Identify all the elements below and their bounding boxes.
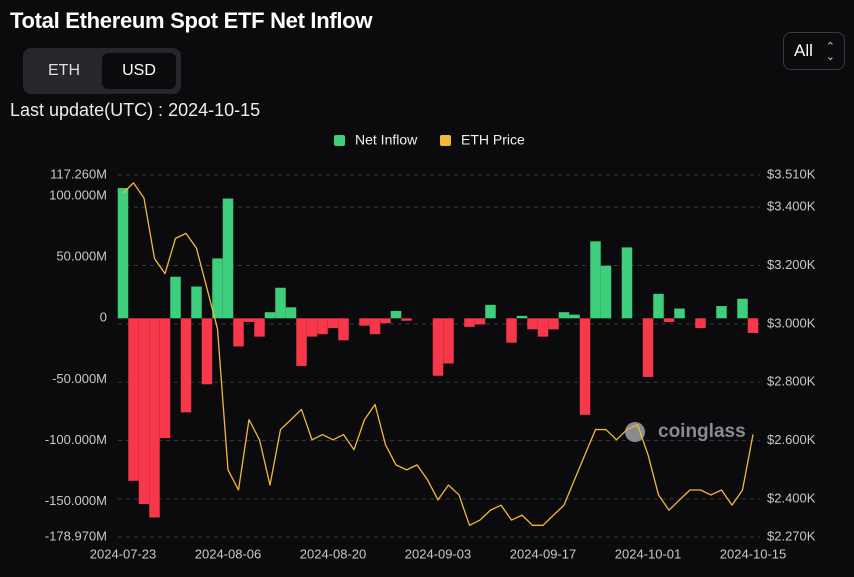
bar xyxy=(306,318,318,337)
y-tick-label: -50.000M xyxy=(52,371,107,386)
bar xyxy=(663,318,675,322)
bar xyxy=(149,318,160,518)
legend-label: Net Inflow xyxy=(355,132,418,148)
bar xyxy=(443,318,454,364)
bar xyxy=(548,318,559,330)
y2-tick-label: $2.400K xyxy=(767,490,816,505)
watermark-logo xyxy=(625,422,645,442)
bar xyxy=(138,318,150,505)
bar xyxy=(159,318,171,439)
bar xyxy=(117,188,129,319)
bar xyxy=(359,318,370,326)
x-tick-label: 2024-10-01 xyxy=(615,546,682,561)
range-select-text: All xyxy=(794,41,813,60)
legend-swatch xyxy=(440,135,451,146)
price-line xyxy=(122,182,754,526)
bar xyxy=(747,318,759,333)
range-select[interactable]: All ⌃ ⌄ xyxy=(783,32,845,70)
bar xyxy=(212,258,223,319)
bar xyxy=(432,318,444,376)
toggle-option[interactable]: ETH xyxy=(48,62,80,79)
x-tick-label: 2024-09-17 xyxy=(510,546,577,561)
bar xyxy=(390,310,402,319)
bar xyxy=(590,241,601,319)
bar xyxy=(233,318,244,347)
bar xyxy=(716,306,727,319)
bar xyxy=(485,304,496,319)
bar xyxy=(191,286,202,319)
y-tick-label: -100.000M xyxy=(45,432,107,447)
bar xyxy=(264,312,276,319)
watermark: coinglass xyxy=(658,421,746,442)
bar xyxy=(569,314,580,319)
legend-label: ETH Price xyxy=(461,132,525,148)
bar xyxy=(275,287,286,319)
x-tick-label: 2024-07-23 xyxy=(90,546,157,561)
bar xyxy=(201,318,213,385)
currency-toggle: ETH USD xyxy=(23,48,181,94)
x-tick-label: 2024-08-06 xyxy=(195,546,262,561)
bar xyxy=(642,318,654,377)
y2-tick-label: $3.000K xyxy=(767,315,816,330)
bar xyxy=(317,318,328,335)
y-tick-label: 0 xyxy=(100,310,107,325)
bar xyxy=(401,318,412,321)
update-label: Last update(UTC) : 2024-10-15 xyxy=(10,100,261,120)
y-tick-label: 50.000M xyxy=(56,249,107,264)
bar xyxy=(222,198,234,319)
y2-tick-label: $3.200K xyxy=(767,257,816,272)
x-tick-label: 2024-08-20 xyxy=(300,546,367,561)
bar xyxy=(621,247,633,319)
y-tick-label: -178.970M xyxy=(45,528,107,543)
bar xyxy=(380,318,391,324)
bar xyxy=(296,318,307,366)
y-tick-label: 100.000M xyxy=(49,188,107,203)
bar xyxy=(558,312,570,319)
bar xyxy=(737,298,748,319)
bar xyxy=(695,318,706,329)
bar xyxy=(327,318,339,329)
bar xyxy=(254,318,265,337)
bar xyxy=(474,318,486,325)
page-title: Total Ethereum Spot ETF Net Inflow xyxy=(10,8,373,33)
bar xyxy=(653,293,664,319)
y2-tick-label: $2.800K xyxy=(767,374,816,389)
bar xyxy=(527,318,538,330)
bar xyxy=(464,318,475,327)
bar xyxy=(285,307,297,319)
legend-swatch xyxy=(334,135,345,146)
bar xyxy=(180,318,192,413)
bar xyxy=(170,276,181,319)
bar xyxy=(369,318,381,335)
x-tick-label: 2024-10-15 xyxy=(720,546,787,561)
bar xyxy=(338,318,349,341)
y-tick-label: -150.000M xyxy=(45,493,107,508)
bar xyxy=(516,315,528,319)
bar xyxy=(537,318,549,337)
bar xyxy=(128,318,139,481)
y2-tick-label: $3.400K xyxy=(767,199,816,214)
bar xyxy=(243,318,255,322)
y-tick-label: 117.260M xyxy=(50,166,107,181)
x-tick-label: 2024-09-03 xyxy=(405,546,472,561)
y2-tick-label: $3.510K xyxy=(767,166,816,181)
bar xyxy=(674,308,685,319)
bar xyxy=(506,318,517,343)
bar xyxy=(600,265,612,319)
y2-tick-label: $2.270K xyxy=(767,528,816,543)
y2-tick-label: $2.600K xyxy=(767,432,816,447)
bar xyxy=(579,318,591,415)
chevron: ⌃ ⌄ xyxy=(825,41,835,63)
toggle-option[interactable]: USD xyxy=(102,53,176,89)
